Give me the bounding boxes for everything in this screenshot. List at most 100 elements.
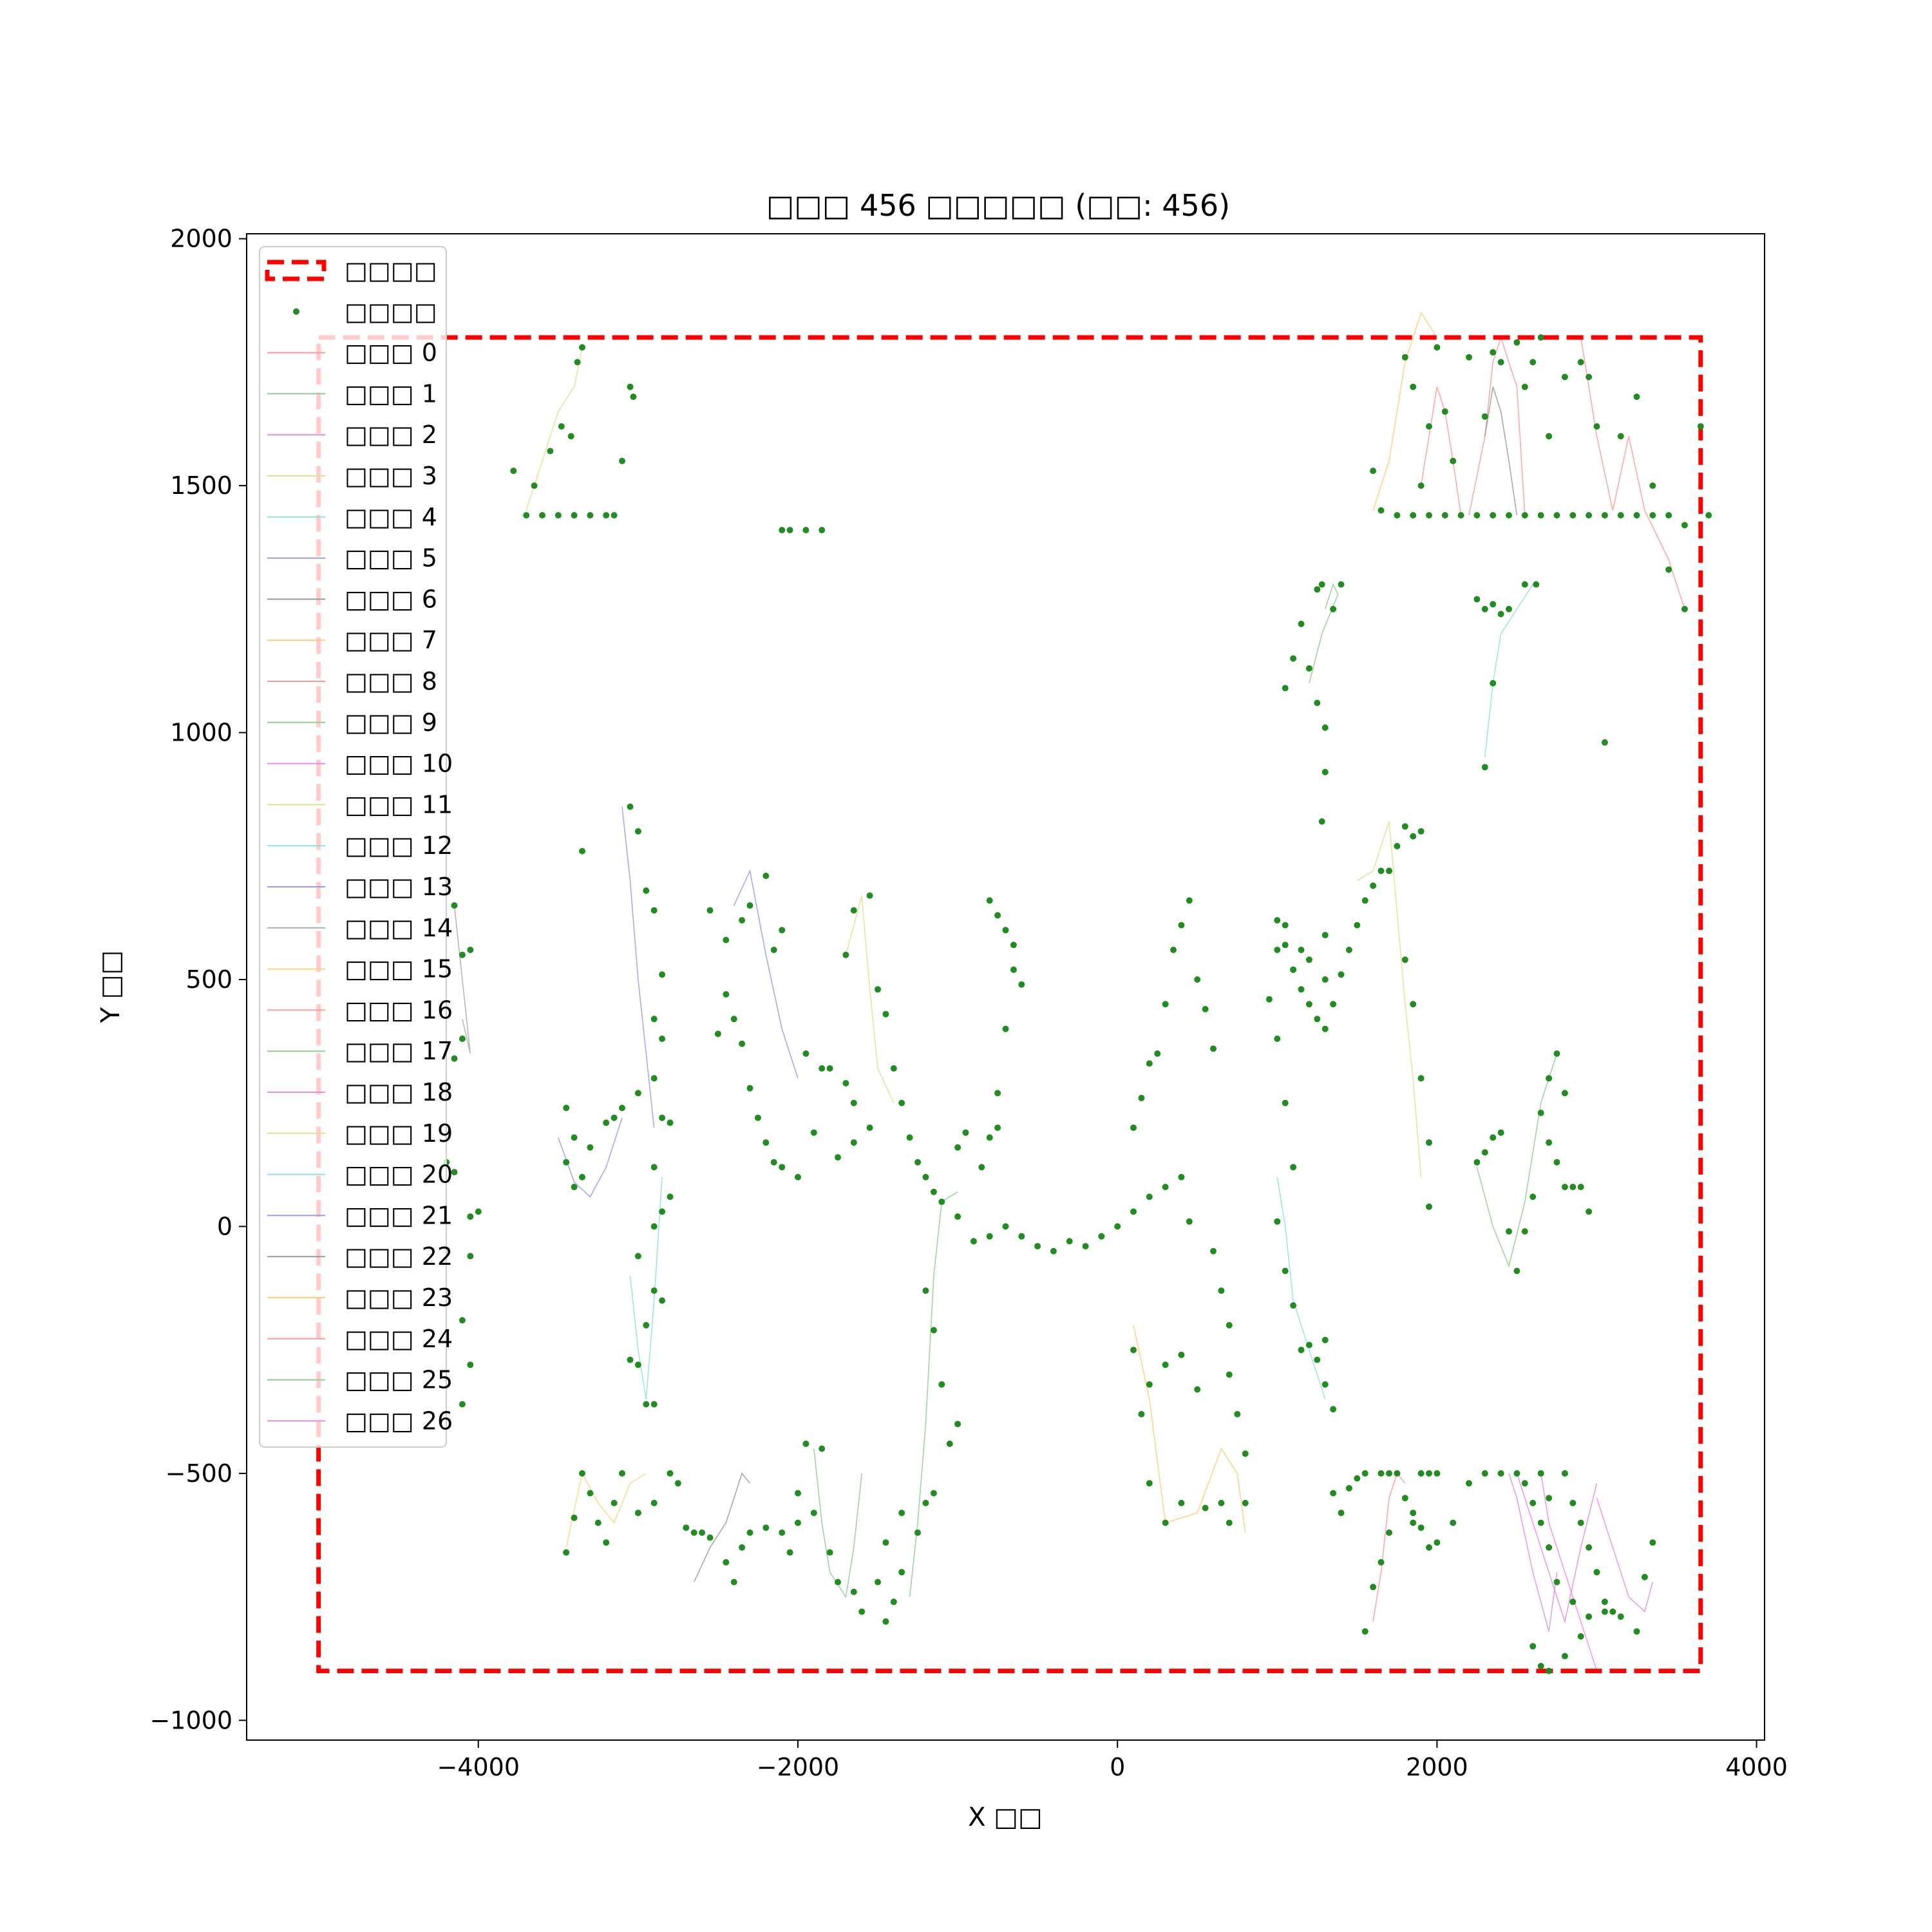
data-point xyxy=(1530,359,1537,366)
data-point xyxy=(1490,512,1497,519)
data-point xyxy=(723,1558,730,1566)
data-point xyxy=(930,1188,937,1195)
data-point xyxy=(1481,605,1488,612)
data-point xyxy=(1537,1470,1544,1477)
data-point xyxy=(1633,1628,1640,1635)
data-point xyxy=(579,344,585,351)
data-point xyxy=(475,1208,482,1215)
data-point xyxy=(650,1075,658,1082)
series-line-2 xyxy=(1516,1473,1598,1624)
data-point xyxy=(1633,393,1640,401)
data-point xyxy=(1569,512,1577,519)
data-point xyxy=(650,1287,658,1294)
data-point xyxy=(1586,1544,1593,1551)
data-point xyxy=(1497,1470,1504,1477)
data-point xyxy=(770,947,777,953)
data-point xyxy=(922,1499,929,1506)
data-point xyxy=(1114,1223,1121,1230)
data-point xyxy=(1314,1356,1321,1363)
data-point xyxy=(611,1499,618,1506)
data-point xyxy=(1410,833,1417,840)
data-point xyxy=(1577,359,1584,366)
data-point xyxy=(659,1208,666,1215)
x-tick-label: 0 xyxy=(1110,1753,1125,1781)
series-line-11 xyxy=(845,895,895,1104)
y-tick-label: 500 xyxy=(185,965,232,994)
data-point xyxy=(539,512,545,519)
data-point xyxy=(962,1129,969,1136)
data-point xyxy=(994,912,1001,919)
data-point xyxy=(858,1608,866,1615)
data-point xyxy=(1426,1470,1432,1477)
data-point xyxy=(882,1010,889,1018)
data-point xyxy=(1417,1470,1425,1477)
data-point xyxy=(1146,1193,1153,1200)
data-point xyxy=(1586,1613,1593,1620)
legend-series-label: □□□ 9 xyxy=(345,708,437,737)
data-point xyxy=(746,1529,753,1536)
data-point xyxy=(1130,1208,1137,1215)
data-point xyxy=(1002,927,1009,934)
data-point xyxy=(930,1327,937,1334)
data-point xyxy=(510,468,517,475)
data-point xyxy=(1178,1499,1185,1506)
data-point xyxy=(1466,354,1472,361)
data-point xyxy=(699,1529,706,1536)
data-point xyxy=(1426,1544,1432,1551)
data-point xyxy=(1002,1025,1009,1032)
data-point xyxy=(922,1173,929,1180)
data-point xyxy=(1497,359,1504,366)
data-point xyxy=(1265,996,1273,1003)
x-tick-label: −2000 xyxy=(757,1753,840,1781)
data-point xyxy=(1553,512,1560,519)
data-point xyxy=(523,512,530,519)
data-point xyxy=(986,1233,993,1240)
data-point xyxy=(1345,947,1352,953)
series-line-26 xyxy=(1508,1473,1558,1632)
data-point xyxy=(603,512,610,519)
data-point xyxy=(779,1164,786,1171)
data-point xyxy=(1530,1193,1537,1200)
data-point xyxy=(1290,1164,1297,1171)
data-point xyxy=(875,986,881,993)
data-point xyxy=(634,1090,641,1097)
data-point xyxy=(1586,512,1593,519)
data-point xyxy=(1178,1351,1185,1358)
data-point xyxy=(1318,818,1325,825)
data-point xyxy=(659,1297,666,1304)
data-point xyxy=(467,1213,474,1220)
data-point xyxy=(1569,1499,1577,1506)
data-point xyxy=(1298,986,1305,993)
data-point xyxy=(634,1510,641,1517)
data-point xyxy=(1321,932,1329,938)
data-point xyxy=(882,1539,889,1546)
data-point xyxy=(1290,966,1297,973)
data-point xyxy=(571,1134,578,1141)
series-line-20 xyxy=(629,1177,663,1399)
series-line-17 xyxy=(1476,1053,1558,1268)
data-point xyxy=(1274,1218,1281,1225)
data-point xyxy=(627,803,634,810)
data-point xyxy=(850,1099,857,1106)
legend-series-label: □□□ 4 xyxy=(345,503,437,531)
data-point xyxy=(650,1223,658,1230)
series-line-12 xyxy=(1276,1177,1326,1400)
chart-title: □□□ 456 □□□□□ (□□: 456) xyxy=(766,188,1230,223)
data-point xyxy=(1354,922,1361,929)
data-point xyxy=(574,359,581,366)
data-point xyxy=(1546,1544,1553,1551)
data-point xyxy=(1010,966,1017,973)
data-point xyxy=(1361,1470,1368,1477)
legend-series-label: □□□ 5 xyxy=(345,544,437,573)
data-point xyxy=(1497,611,1504,618)
legend-series-label: □□□ 2 xyxy=(345,421,437,449)
data-point xyxy=(954,1421,961,1428)
data-point xyxy=(1569,1184,1577,1191)
data-point xyxy=(739,1544,746,1551)
data-point xyxy=(1218,1287,1225,1294)
data-point xyxy=(467,1253,474,1260)
legend-series-label: □□□ 8 xyxy=(345,667,437,696)
data-point xyxy=(1234,1410,1241,1417)
data-point xyxy=(1410,1519,1417,1526)
data-point xyxy=(1298,1347,1305,1354)
